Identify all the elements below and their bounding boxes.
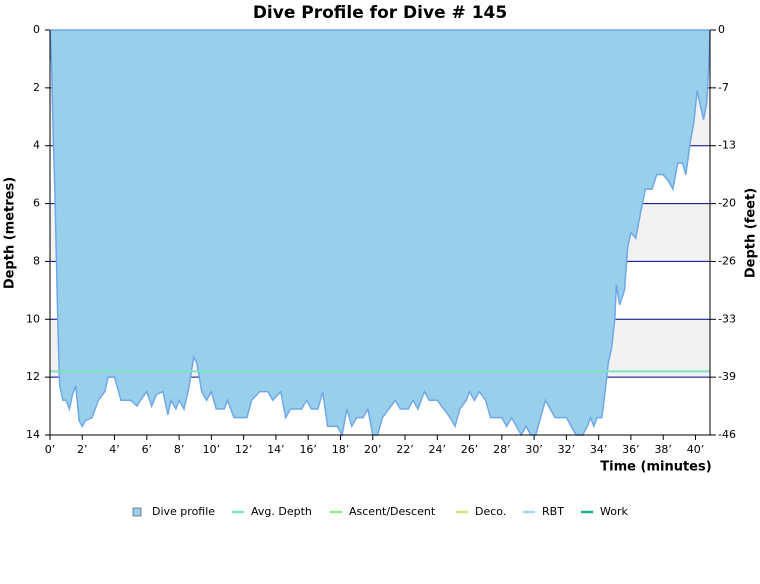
x-tick-label: 16’ bbox=[299, 443, 317, 456]
x-tick-label: 30’ bbox=[525, 443, 543, 456]
x-tick-label: 22’ bbox=[396, 443, 414, 456]
y-tick-label: 2 bbox=[33, 81, 40, 94]
y2-axis-title: Depth (feet) bbox=[744, 188, 759, 278]
x-tick-label: 36’ bbox=[622, 443, 640, 456]
y2-tick-label: 0 bbox=[718, 23, 725, 36]
x-tick-label: 0’ bbox=[45, 443, 56, 456]
y2-tick-label: -39 bbox=[718, 370, 736, 383]
x-tick-label: 18’ bbox=[332, 443, 350, 456]
y-axis-title: Depth (metres) bbox=[3, 177, 18, 289]
x-tick-label: 4’ bbox=[109, 443, 120, 456]
x-tick-label: 38’ bbox=[654, 443, 672, 456]
x-tick-label: 8’ bbox=[174, 443, 185, 456]
x-tick-label: 24’ bbox=[429, 443, 447, 456]
y2-tick-label: -7 bbox=[718, 81, 729, 94]
y-tick-label: 14 bbox=[26, 428, 40, 441]
x-axis-title: Time (minutes) bbox=[600, 460, 711, 475]
x-tick-label: 26’ bbox=[461, 443, 479, 456]
x-tick-label: 12’ bbox=[235, 443, 253, 456]
legend-label: RBT bbox=[542, 505, 564, 518]
x-tick-label: 6’ bbox=[142, 443, 153, 456]
legend-label: Dive profile bbox=[152, 505, 215, 518]
y2-tick-label: -20 bbox=[718, 197, 736, 210]
x-tick-label: 14’ bbox=[267, 443, 285, 456]
y2-tick-label: -26 bbox=[718, 254, 736, 267]
legend-label: Ascent/Descent bbox=[349, 505, 436, 518]
y-tick-label: 8 bbox=[33, 254, 40, 267]
y-tick-label: 10 bbox=[26, 312, 40, 325]
legend-swatch bbox=[132, 507, 142, 517]
x-tick-label: 32’ bbox=[558, 443, 576, 456]
legend-label: Work bbox=[600, 505, 628, 518]
legend-label: Deco. bbox=[475, 505, 506, 518]
y2-tick-label: -33 bbox=[718, 312, 736, 325]
y-tick-label: 6 bbox=[33, 197, 40, 210]
y-tick-label: 12 bbox=[26, 370, 40, 383]
profile-area bbox=[49, 29, 711, 438]
legend-label: Avg. Depth bbox=[251, 505, 312, 518]
chart-title: Dive Profile for Dive # 145 bbox=[253, 3, 507, 23]
y2-tick-label: -46 bbox=[718, 428, 736, 441]
x-tick-label: 20’ bbox=[364, 443, 382, 456]
y-tick-label: 4 bbox=[33, 139, 40, 152]
x-tick-label: 2’ bbox=[77, 443, 88, 456]
x-tick-label: 10’ bbox=[203, 443, 221, 456]
x-tick-label: 40’ bbox=[687, 443, 705, 456]
y2-tick-label: -13 bbox=[718, 139, 736, 152]
y-tick-label: 0 bbox=[33, 23, 40, 36]
x-tick-label: 28’ bbox=[493, 443, 511, 456]
x-tick-label: 34’ bbox=[590, 443, 608, 456]
